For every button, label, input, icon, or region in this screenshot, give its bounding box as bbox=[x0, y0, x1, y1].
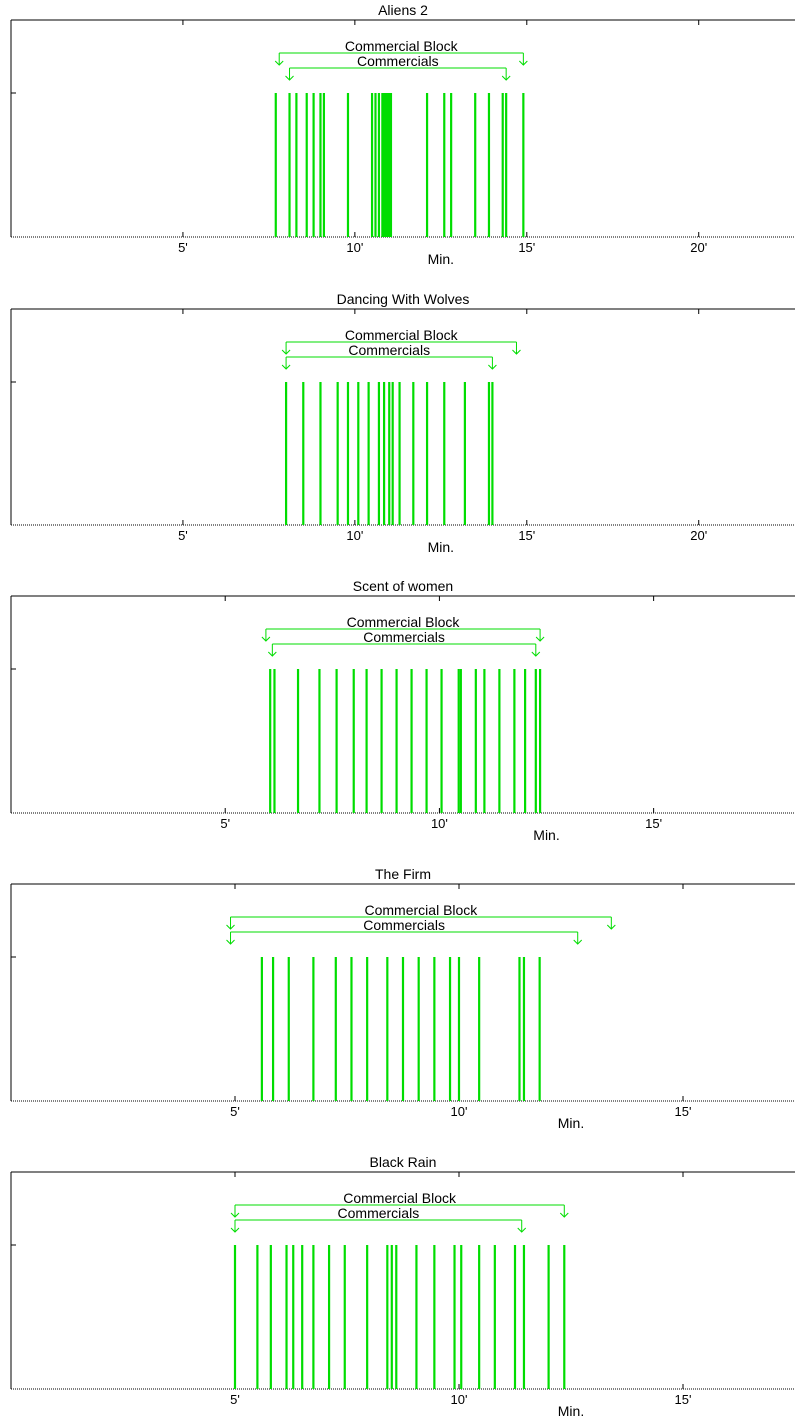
x-tick-label: 15' bbox=[675, 1392, 692, 1407]
commercial-block-bracket: Commercial Block bbox=[274, 38, 528, 66]
commercial-block-bracket-label: Commercial Block bbox=[365, 902, 479, 918]
commercials-bracket-label: Commercials bbox=[357, 53, 439, 69]
bracket-arrow-head bbox=[517, 1227, 527, 1233]
bracket-arrow-head bbox=[267, 651, 277, 657]
bracket-arrow-head bbox=[573, 939, 583, 945]
chart-panel-2: Dancing With Wolves 5' 10' 15' 20' Min. Commer… bbox=[10, 291, 795, 555]
commercial-block-bracket: Commercial Block bbox=[230, 1190, 569, 1218]
commercials-bracket: Commercials bbox=[230, 1205, 527, 1233]
x-axis-label: Min. bbox=[428, 539, 454, 555]
bracket-arrow-head bbox=[559, 1212, 569, 1218]
chart-panel-4: The Firm 5' 10' 15' Min. Commercial BlockComm… bbox=[10, 866, 795, 1131]
commercials-bracket: Commercials bbox=[281, 342, 497, 370]
x-tick-label: 15' bbox=[645, 816, 662, 831]
bracket-arrow-head bbox=[535, 636, 545, 642]
x-axis-label: Min. bbox=[533, 827, 559, 843]
bracket-arrow-head bbox=[501, 75, 511, 81]
chart-title: Dancing With Wolves bbox=[337, 291, 470, 307]
commercial-block-bracket: Commercial Block bbox=[226, 902, 616, 930]
bracket-arrow-head bbox=[512, 349, 521, 355]
bracket-arrow-head bbox=[606, 924, 616, 930]
x-tick-label: 15' bbox=[518, 528, 535, 543]
chart-title: Black Rain bbox=[370, 1154, 437, 1170]
commercials-bracket-label: Commercials bbox=[348, 342, 430, 358]
x-axis-label: Min. bbox=[558, 1115, 584, 1131]
commercial-block-bracket: Commercial Block bbox=[261, 614, 545, 642]
x-tick-label: 10' bbox=[346, 528, 363, 543]
chart-panel-3: Scent of women 5' 10' 15' Min. Commercial Blo… bbox=[10, 578, 795, 843]
x-tick-label: 15' bbox=[518, 240, 535, 255]
x-tick-label: 5' bbox=[220, 816, 230, 831]
x-tick-label: 15' bbox=[675, 1104, 692, 1119]
x-axis-label: Min. bbox=[558, 1403, 584, 1416]
bracket-arrow-head bbox=[285, 75, 294, 81]
commercials-bracket: Commercials bbox=[226, 917, 583, 945]
bracket-arrow-head bbox=[261, 636, 271, 642]
x-tick-label: 5' bbox=[230, 1104, 240, 1119]
x-tick-label: 10' bbox=[431, 816, 448, 831]
x-tick-label: 20' bbox=[690, 240, 707, 255]
bracket-arrow-head bbox=[226, 924, 235, 930]
bracket-arrow-head bbox=[230, 1212, 240, 1218]
commercials-bracket-label: Commercials bbox=[363, 629, 445, 645]
commercial-block-bracket: Commercial Block bbox=[281, 327, 521, 355]
chart-title: The Firm bbox=[375, 866, 431, 882]
commercial-block-bracket-label: Commercial Block bbox=[345, 327, 459, 343]
bracket-arrow-head bbox=[226, 939, 235, 945]
bracket-arrow-head bbox=[281, 349, 291, 355]
chart-title: Aliens 2 bbox=[378, 2, 428, 18]
commercial-block-bracket-label: Commercial Block bbox=[347, 614, 461, 630]
x-tick-label: 10' bbox=[346, 240, 363, 255]
x-tick-label: 10' bbox=[451, 1392, 468, 1407]
x-tick-label: 5' bbox=[178, 528, 188, 543]
x-axis-label: Min. bbox=[428, 251, 454, 267]
bracket-arrow-head bbox=[274, 60, 284, 66]
bracket-arrow-head bbox=[518, 60, 528, 66]
commercials-bracket-label: Commercials bbox=[363, 917, 445, 933]
commercial-block-bracket-label: Commercial Block bbox=[343, 1190, 457, 1206]
chart-title: Scent of women bbox=[353, 578, 453, 594]
commercials-bracket: Commercials bbox=[285, 53, 511, 81]
chart-panel-5: Black Rain 5' 10' 15' Min. Commercial BlockCo… bbox=[10, 1154, 795, 1416]
bracket-arrow-head bbox=[531, 651, 541, 657]
bracket-arrow-head bbox=[281, 364, 291, 370]
x-tick-label: 5' bbox=[230, 1392, 240, 1407]
chart-panel-1: Aliens 2 5' 10' 15' 20' Min. Commercial BlockC… bbox=[10, 2, 795, 267]
bracket-arrow-head bbox=[488, 364, 497, 370]
x-tick-label: 5' bbox=[178, 240, 188, 255]
commercials-bracket: Commercials bbox=[267, 629, 541, 657]
x-tick-label: 10' bbox=[451, 1104, 468, 1119]
x-tick-label: 20' bbox=[690, 528, 707, 543]
bracket-arrow-head bbox=[230, 1227, 240, 1233]
commercials-bracket-label: Commercials bbox=[338, 1205, 420, 1221]
commercial-block-bracket-label: Commercial Block bbox=[345, 38, 459, 54]
